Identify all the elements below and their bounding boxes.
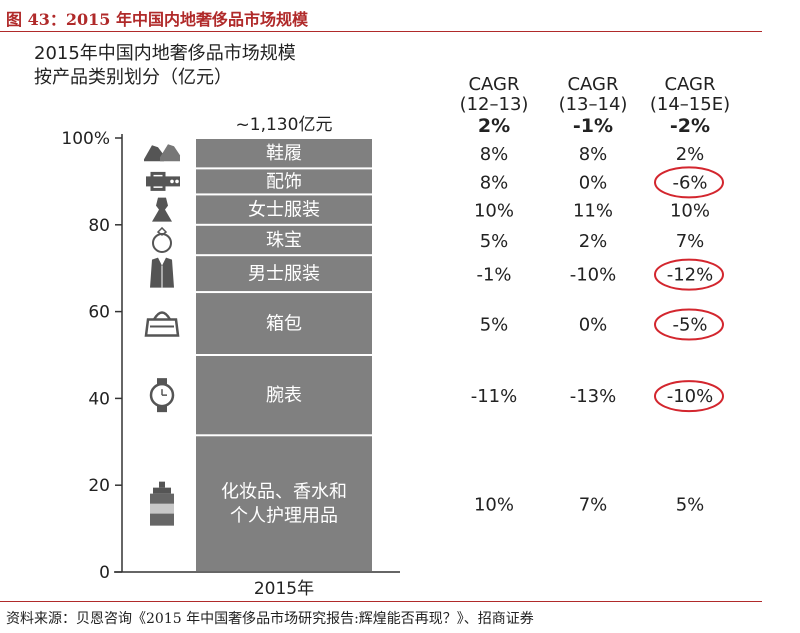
cagr-header: CAGR — [664, 74, 715, 95]
cagr-period: (13–14) — [559, 94, 628, 115]
bar-segment — [196, 225, 372, 255]
bar-segment — [196, 139, 372, 168]
cagr-value: 11% — [573, 201, 613, 222]
cagr-value: 2% — [676, 144, 705, 165]
cagr-value: -6% — [672, 172, 707, 193]
subtitle-line-1: 2015年中国内地奢侈品市场规模 — [34, 43, 296, 64]
cagr-value: 10% — [670, 201, 710, 222]
segment-label: 个人护理用品 — [230, 506, 338, 527]
y-tick-label: 80 — [88, 216, 110, 236]
cagr-value: 8% — [480, 144, 509, 165]
highlight-circle — [654, 380, 724, 413]
segment-label: 男士服装 — [248, 264, 320, 285]
watch-icon — [149, 378, 175, 413]
cagr-value: 10% — [474, 495, 514, 516]
cagr-period: (12–13) — [460, 94, 529, 115]
segment-label: 化妆品、香水和 — [221, 482, 347, 503]
cagr-value: -5% — [672, 315, 707, 336]
ring-icon — [152, 226, 172, 253]
cagr-value: 8% — [480, 172, 509, 193]
cagr-value: -1% — [476, 265, 511, 286]
figure-title: 图 43：2015 年中国内地奢侈品市场规模 — [6, 10, 308, 29]
bar-segment — [196, 195, 372, 224]
cagr-value: 8% — [579, 144, 608, 165]
cagr-value: -12% — [667, 265, 714, 286]
cagr-value: -13% — [570, 386, 617, 407]
subtitle-line-2: 按产品类别划分（亿元） — [34, 67, 232, 88]
dress-icon — [152, 197, 172, 222]
title-rule — [0, 31, 762, 32]
cagr-total: -2% — [670, 115, 710, 137]
cagr-value: 0% — [579, 315, 608, 336]
shoes-icon — [144, 144, 180, 162]
y-tick-label: 100% — [61, 129, 110, 149]
segment-label: 腕表 — [266, 385, 302, 406]
segment-label: 女士服装 — [248, 200, 320, 221]
bar-segment — [196, 356, 372, 435]
segment-label: 鞋履 — [266, 143, 302, 164]
cagr-value: 10% — [474, 201, 514, 222]
y-tick-label: 0 — [99, 563, 110, 583]
lotion-bottle-icon — [150, 481, 174, 526]
bar-segment — [196, 436, 372, 571]
cagr-value: 5% — [480, 315, 509, 336]
cagr-value: 5% — [676, 495, 705, 516]
cagr-value: 7% — [676, 231, 705, 252]
y-tick-label: 20 — [88, 476, 110, 496]
segment-label: 珠宝 — [266, 230, 302, 251]
source-rule — [0, 601, 762, 602]
total-label: ~1,130亿元 — [236, 115, 333, 135]
segment-label: 配饰 — [266, 171, 302, 192]
highlight-circle — [654, 308, 724, 341]
y-tick-label: 60 — [88, 303, 110, 323]
belt-icon — [146, 171, 180, 191]
highlight-circle — [654, 258, 724, 291]
bar-segment — [196, 256, 372, 292]
cagr-header: CAGR — [567, 74, 618, 95]
x-category-label: 2015年 — [254, 579, 314, 599]
cagr-total: 2% — [478, 115, 510, 137]
cagr-total: -1% — [573, 115, 613, 137]
cagr-value: -11% — [471, 386, 518, 407]
source-note: 资料来源：贝恩咨询《2015 年中国奢侈品市场研究报告:辉煌能否再现？》、招商证… — [6, 611, 534, 627]
bar-segment — [196, 169, 372, 194]
cagr-header: CAGR — [468, 74, 519, 95]
cagr-value: 2% — [579, 231, 608, 252]
cagr-period: (14–15E) — [650, 94, 730, 115]
jacket-icon — [150, 257, 174, 288]
y-tick-label: 40 — [88, 389, 110, 409]
cagr-value: 7% — [579, 495, 608, 516]
segment-label: 箱包 — [266, 314, 302, 335]
highlight-circle — [654, 166, 724, 199]
chart-subtitle: 2015年中国内地奢侈品市场规模 按产品类别划分（亿元） — [34, 42, 296, 90]
cagr-value: 0% — [579, 172, 608, 193]
bar-segment — [196, 293, 372, 354]
cagr-value: -10% — [667, 386, 714, 407]
handbag-icon — [144, 311, 180, 337]
cagr-value: -10% — [570, 265, 617, 286]
cagr-value: 5% — [480, 231, 509, 252]
